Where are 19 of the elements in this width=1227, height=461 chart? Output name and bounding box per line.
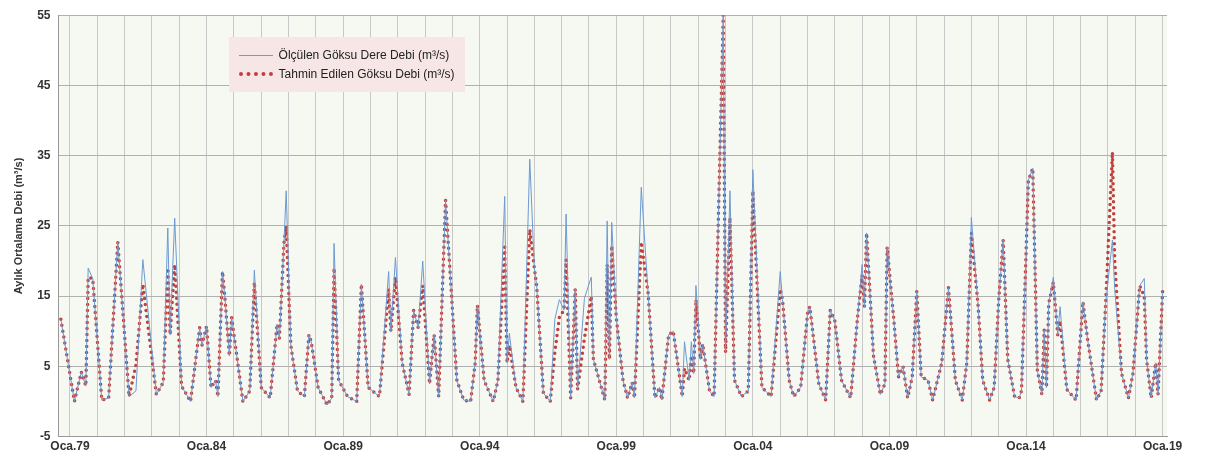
y-tick-label: 35 (37, 147, 51, 162)
y-tick-label: 15 (37, 288, 51, 303)
y-tick-label: 55 (37, 7, 51, 22)
legend-label: Tahmin Edilen Göksu Debi (m³/s) (278, 67, 455, 82)
x-tick-label: Oca.09 (869, 439, 910, 454)
legend-label: Ölçülen Göksu Dere Debi (m³/s) (278, 48, 450, 63)
x-tick-label: Oca.99 (596, 439, 637, 454)
x-tick-label: Oca.19 (1142, 439, 1183, 454)
y-tick-label: -5 (39, 428, 51, 443)
y-tick-label: 45 (37, 77, 51, 92)
x-tick-label: Oca.89 (323, 439, 364, 454)
y-tick-label: 25 (37, 218, 51, 233)
x-tick-label: Oca.84 (186, 439, 227, 454)
x-tick-label: Oca.79 (50, 439, 90, 454)
y-tick-label: 5 (43, 358, 51, 373)
x-tick-label: Oca.94 (460, 439, 500, 454)
x-tick-label: Oca.14 (1006, 439, 1047, 454)
x-tick-label: Oca.04 (733, 439, 773, 454)
y-axis-title: Aylık Ortalama Debi (m³/s) (11, 157, 24, 295)
